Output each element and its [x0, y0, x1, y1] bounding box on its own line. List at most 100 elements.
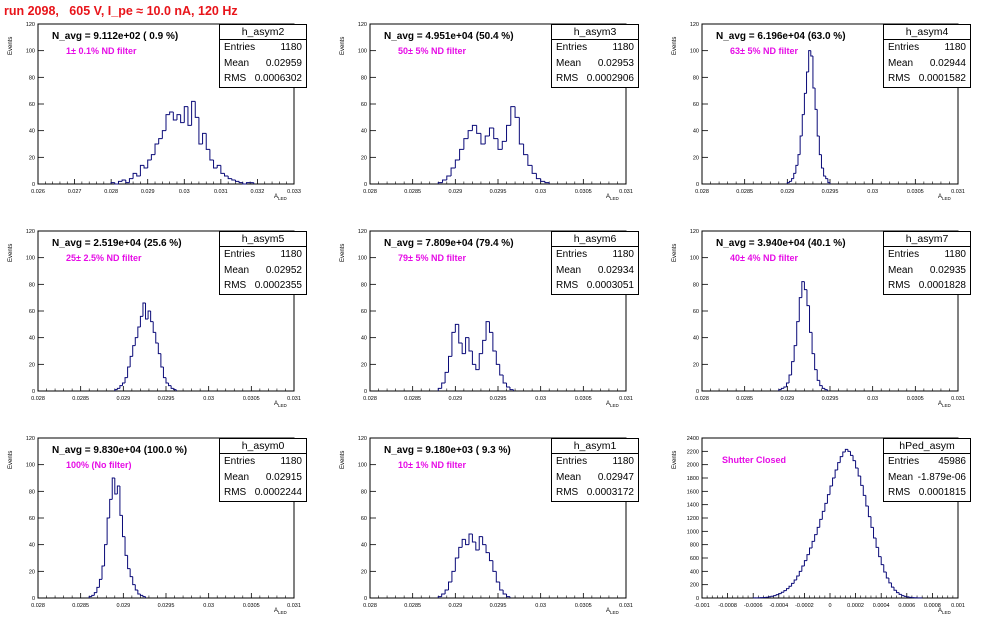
histogram-bin: [115, 183, 119, 184]
x-tick-label: 0.0295: [822, 396, 839, 402]
histogram-bin: [876, 538, 879, 547]
y-tick-label: 20: [693, 362, 699, 368]
stats-value: 0.0002355: [255, 278, 302, 294]
stats-key: Entries: [556, 454, 587, 470]
histogram-bin: [469, 338, 472, 351]
histogram-bin: [99, 579, 102, 587]
histogram-bin: [479, 537, 482, 550]
filter-note: 79± 5% ND filter: [398, 253, 466, 263]
y-tick-label: 80: [361, 282, 367, 288]
histogram-bin: [891, 583, 894, 587]
histogram-bin: [802, 115, 804, 136]
histogram-bin: [532, 165, 536, 173]
histogram-bin: [469, 534, 472, 545]
stats-value: 0.02959: [266, 56, 302, 72]
histogram-bin: [455, 324, 458, 332]
stats-value: -1.879e-06: [918, 470, 966, 486]
histogram-bin: [786, 589, 789, 591]
filter-note: 63± 5% ND filter: [730, 46, 798, 56]
y-tick-label: 2000: [687, 463, 699, 469]
histogram-bin: [774, 596, 777, 597]
y-tick-label: 100: [690, 49, 699, 55]
histogram-bin: [800, 136, 802, 155]
y-tick-label: 80: [361, 75, 367, 81]
histogram-bin: [496, 571, 499, 582]
histogram-bin: [812, 332, 815, 353]
histogram-bin: [472, 534, 475, 542]
y-axis-label: Events: [8, 451, 14, 469]
histogram-bin: [861, 476, 864, 485]
histogram-bin: [102, 566, 105, 579]
histogram-bin: [826, 176, 828, 179]
y-tick-label: 40: [693, 129, 699, 135]
stats-key: RMS: [888, 485, 910, 501]
histogram-bin: [858, 468, 861, 476]
histogram-bin: [894, 587, 897, 590]
histogram-bin: [235, 180, 239, 181]
histogram-bin: [822, 386, 825, 389]
histogram-bin: [221, 165, 225, 173]
histogram-bin: [171, 386, 174, 389]
histogram-bin: [884, 565, 887, 572]
histogram-bin: [464, 139, 468, 150]
stats-key: Mean: [224, 263, 249, 279]
stats-key: Entries: [556, 247, 587, 263]
y-axis-label: Events: [340, 451, 346, 469]
x-tick-label: 0.03: [203, 396, 214, 402]
histogram-bin: [170, 112, 174, 115]
histogram-bin: [792, 179, 794, 182]
histogram-bin: [840, 457, 843, 463]
histogram-bin: [166, 378, 169, 383]
histogram-name: h_asym7: [884, 232, 970, 247]
filter-note: 10± 1% ND filter: [398, 460, 466, 470]
y-tick-label: 120: [690, 22, 699, 28]
histogram-bin: [485, 136, 489, 144]
histogram-bin: [868, 506, 871, 517]
stats-key: Entries: [888, 247, 919, 263]
y-tick-label: 0: [696, 389, 699, 395]
histogram-bin: [796, 165, 798, 173]
x-tick-label: 0.0285: [404, 396, 421, 402]
x-tick-label: 0.031: [619, 396, 633, 402]
histogram-bin: [449, 356, 452, 372]
x-tick-label: 0.026: [31, 189, 45, 195]
histogram-bin: [881, 557, 884, 565]
x-tick-label: 0.0285: [736, 396, 753, 402]
histogram-bin: [804, 93, 806, 114]
x-tick-label: 0.0295: [490, 189, 507, 195]
histogram-bin: [225, 173, 229, 176]
histogram-bin: [799, 571, 802, 576]
y-tick-label: 2200: [687, 449, 699, 455]
histogram-bin: [815, 354, 818, 370]
y-tick-label: 20: [361, 569, 367, 575]
histogram-bin: [879, 547, 882, 556]
histogram-bin: [125, 378, 128, 383]
histogram-bin: [820, 519, 823, 527]
histogram-bin: [163, 367, 166, 378]
histogram-bins: [787, 51, 830, 184]
histogram-bin: [771, 596, 774, 597]
histogram-bin: [445, 590, 448, 594]
histogram-bin: [210, 149, 214, 160]
histogram-bin: [117, 388, 120, 389]
histogram-bins: [438, 322, 513, 391]
histogram-bin: [110, 499, 113, 518]
histogram-bin: [472, 125, 476, 130]
filter-note: 1± 0.1% ND filter: [66, 46, 136, 56]
x-axis-label-sub: LED: [278, 403, 287, 408]
